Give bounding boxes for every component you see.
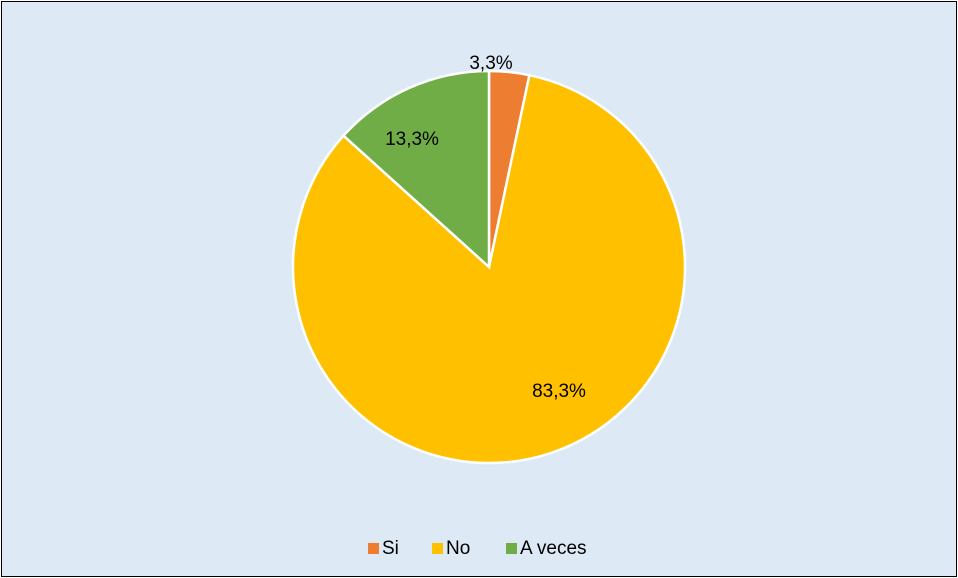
legend-swatch [506, 543, 517, 554]
pie-slice-a-veces [341, 69, 491, 270]
data-labels: 3,3% 83,3% 13,3% [385, 53, 586, 402]
legend-label: No [446, 538, 470, 559]
legend-item-no: No [432, 538, 470, 559]
legend: Si No A veces [368, 538, 587, 559]
pie-slices [291, 69, 687, 465]
data-label-a-veces: 13,3% [385, 129, 439, 150]
legend-swatch [368, 543, 379, 554]
legend-item-a-veces: A veces [506, 538, 587, 559]
pie-slice-no [291, 73, 687, 465]
legend-swatch [432, 543, 443, 554]
data-label-si: 3,3% [469, 53, 512, 74]
legend-item-si: Si [368, 538, 399, 559]
legend-label: A veces [520, 538, 587, 559]
data-label-no: 83,3% [532, 381, 586, 402]
legend-label: Si [382, 538, 399, 559]
